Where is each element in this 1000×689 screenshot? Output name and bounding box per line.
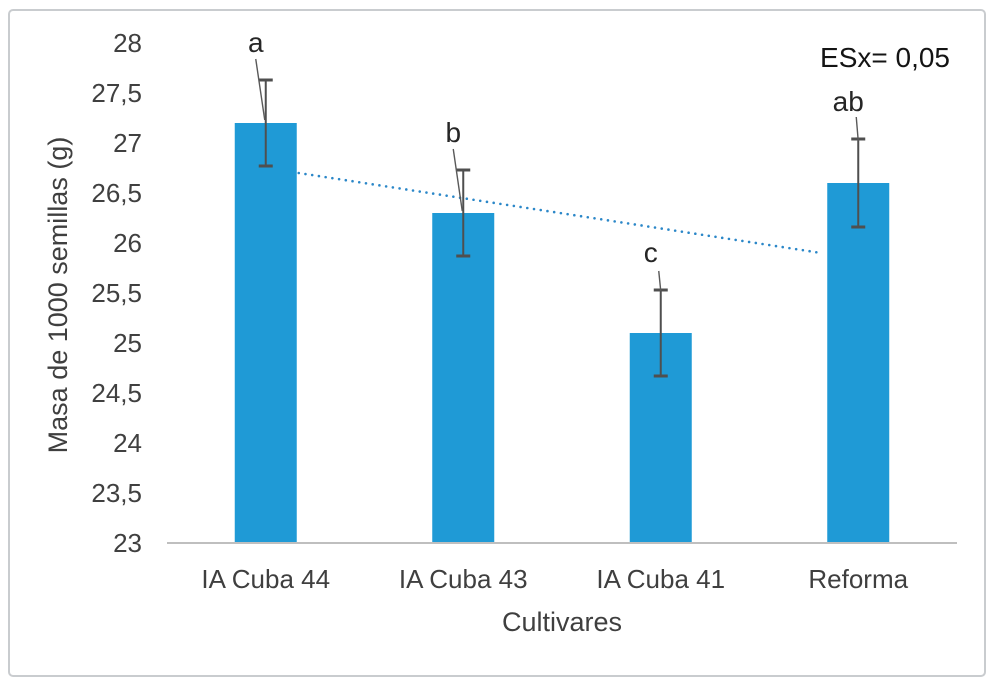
significance-letter: b xyxy=(445,117,461,148)
x-axis-title: Cultivares xyxy=(502,607,622,637)
standard-error-annotation: ESx= 0,05 xyxy=(820,42,950,73)
y-tick-label: 26 xyxy=(113,228,142,258)
y-tick-label: 24,5 xyxy=(91,378,142,408)
significance-letter: c xyxy=(644,237,658,268)
letter-leader-line xyxy=(855,116,859,142)
letter-leader-line xyxy=(452,148,463,212)
category-label: Reforma xyxy=(808,564,908,594)
y-tick-label: 28 xyxy=(113,28,142,58)
bar-reforma xyxy=(827,183,890,543)
category-label: IA Cuba 43 xyxy=(399,564,528,594)
category-label: IA Cuba 41 xyxy=(596,564,725,594)
letter-leader-line xyxy=(255,58,266,121)
letter-leader-line xyxy=(658,270,662,292)
significance-letter: a xyxy=(248,27,264,58)
y-tick-label: 23 xyxy=(113,528,142,558)
y-tick-label: 26,5 xyxy=(91,178,142,208)
y-tick-label: 24 xyxy=(113,428,142,458)
category-label: IA Cuba 44 xyxy=(201,564,330,594)
y-tick-label: 23,5 xyxy=(91,478,142,508)
bar-ia-cuba-43 xyxy=(432,213,495,543)
y-tick-label: 25 xyxy=(113,328,142,358)
significance-letter: ab xyxy=(833,86,864,117)
y-axis-title: Masa de 1000 semillas (g) xyxy=(43,137,73,454)
y-tick-label: 25,5 xyxy=(91,278,142,308)
bar-ia-cuba-44 xyxy=(234,123,297,543)
trendline-dotted xyxy=(297,171,823,255)
y-tick-label: 27 xyxy=(113,128,142,158)
chart-frame xyxy=(8,9,986,677)
y-tick-label: 27,5 xyxy=(91,78,142,108)
